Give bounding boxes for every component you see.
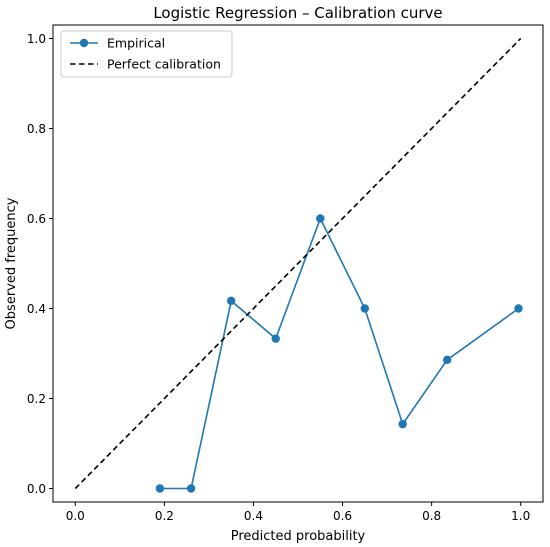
y-tick-label: 1.0 <box>27 32 46 46</box>
empirical-point <box>155 484 165 493</box>
x-tick-label: 0.2 <box>155 509 174 523</box>
empirical-point <box>398 419 407 429</box>
series-layer <box>74 37 523 493</box>
y-tick-label: 0.4 <box>27 302 46 316</box>
empirical-point <box>271 334 280 343</box>
legend-label: Perfect calibration <box>107 57 221 72</box>
x-axis-ticks: 0.0 0.2 0.4 0.6 0.8 1.0 <box>66 502 530 523</box>
legend-marker <box>79 38 89 48</box>
x-tick-label: 0.6 <box>333 509 352 523</box>
x-tick-label: 0.8 <box>422 509 441 523</box>
empirical-point <box>226 296 236 306</box>
x-axis-label: Predicted probability <box>231 529 366 544</box>
y-tick-label: 0.2 <box>27 392 46 406</box>
legend-label: Empirical <box>107 36 165 51</box>
plot-frame <box>52 24 544 503</box>
y-tick-label: 0.8 <box>27 122 46 136</box>
y-axis-ticks: 0.0 0.2 0.4 0.6 0.8 1.0 <box>27 32 53 496</box>
empirical-point <box>360 304 370 313</box>
empirical-point <box>514 304 523 313</box>
x-tick-label: 1.0 <box>511 509 530 523</box>
y-tick-label: 0.0 <box>27 482 46 496</box>
empirical-point <box>443 355 452 364</box>
chart-title: Logistic Regression – Calibration curve <box>153 4 442 22</box>
x-tick-label: 0.4 <box>244 509 263 523</box>
series-line-perfect-calibration <box>74 37 522 490</box>
series-line-empirical <box>159 216 519 490</box>
legend: Empirical Perfect calibration <box>60 30 233 78</box>
empirical-point <box>316 214 325 223</box>
empirical-point <box>186 484 196 493</box>
x-tick-label: 0.0 <box>66 509 85 523</box>
y-tick-label: 0.6 <box>27 212 46 226</box>
y-axis-label: Observed frequency <box>4 197 19 329</box>
legend-box <box>60 30 233 78</box>
